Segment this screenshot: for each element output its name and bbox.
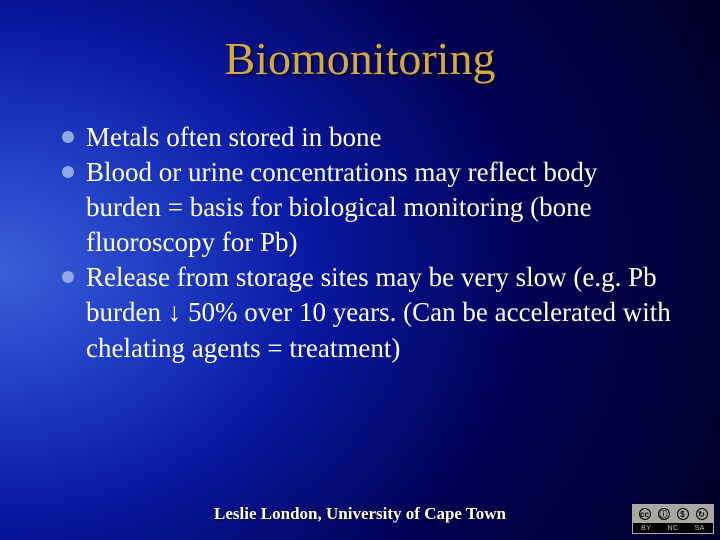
bullet-icon bbox=[62, 271, 74, 283]
bullet-text: Metals often stored in bone bbox=[86, 122, 381, 152]
slide-content: Metals often stored in bone Blood or uri… bbox=[62, 120, 678, 366]
bullet-text: Blood or urine concentrations may reflec… bbox=[86, 157, 597, 257]
cc-labels-row: BY NC SA bbox=[633, 523, 713, 533]
sa-icon: ↻ bbox=[696, 508, 708, 520]
bullet-item: Blood or urine concentrations may reflec… bbox=[62, 155, 678, 260]
slide-title: Biomonitoring bbox=[0, 32, 720, 85]
bullet-icon bbox=[62, 131, 74, 143]
cc-license-badge: cc ⓘ $ ↻ BY NC SA bbox=[632, 504, 714, 534]
nc-icon: $ bbox=[677, 508, 689, 520]
cc-label: BY bbox=[641, 525, 651, 532]
cc-label: SA bbox=[695, 525, 705, 532]
cc-icons-row: cc ⓘ $ ↻ bbox=[633, 505, 713, 523]
bullet-icon bbox=[62, 166, 74, 178]
footer-attribution: Leslie London, University of Cape Town bbox=[0, 504, 720, 524]
slide: Biomonitoring Metals often stored in bon… bbox=[0, 0, 720, 540]
bullet-text: Release from storage sites may be very s… bbox=[86, 262, 671, 362]
bullet-item: Release from storage sites may be very s… bbox=[62, 260, 678, 365]
by-icon: ⓘ bbox=[658, 508, 670, 520]
cc-label: NC bbox=[667, 525, 678, 532]
bullet-item: Metals often stored in bone bbox=[62, 120, 678, 155]
cc-icon: cc bbox=[639, 508, 651, 520]
